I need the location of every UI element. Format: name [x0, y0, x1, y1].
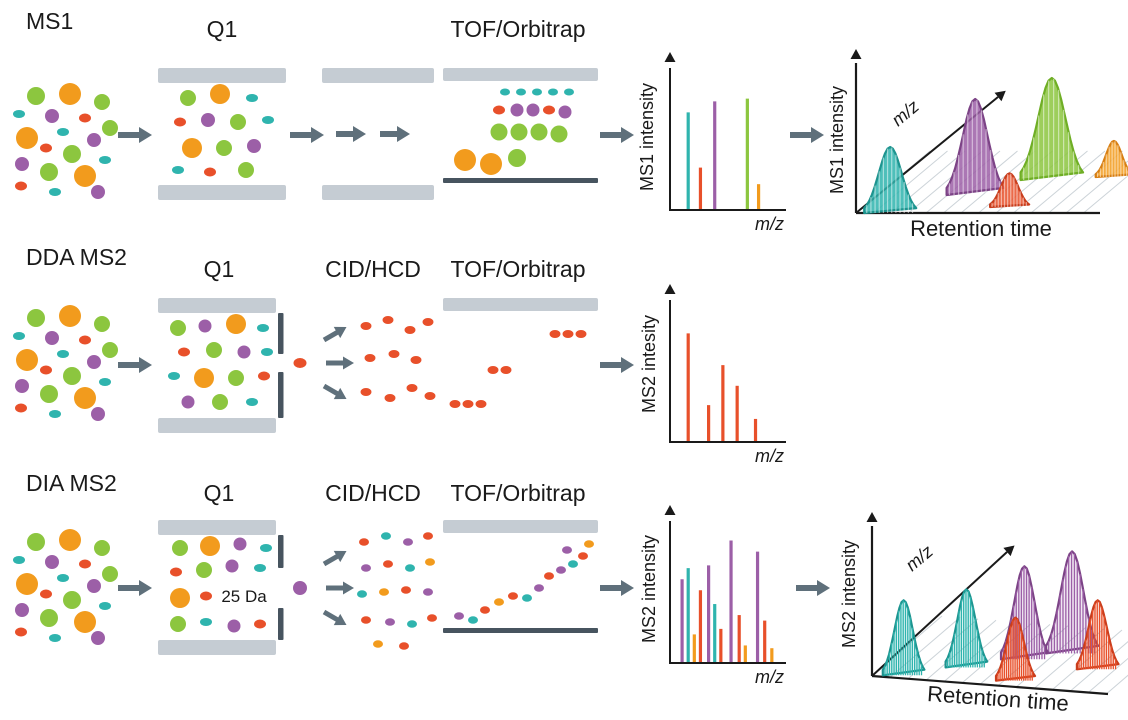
dda-analyzer-label: TOF/Orbitrap	[450, 256, 586, 282]
dia-3d-chromatogram-chart: m/z	[866, 512, 1128, 696]
flow-arrow-icon	[290, 127, 324, 143]
dda-tof-illustration	[443, 298, 598, 408]
ms1-ion-source-illustration	[13, 83, 118, 199]
dda-q1-label: Q1	[203, 256, 235, 282]
dia-tof-illustration	[443, 520, 598, 633]
ms1-3d-rt-label: Retention time	[910, 216, 1052, 241]
ms1-3d-chromatogram-chart: m/z	[850, 49, 1128, 215]
dia-ion-source-illustration	[13, 529, 118, 645]
dda-spectrum-xlabel: m/z	[755, 446, 784, 466]
flow-arrow-icon	[118, 127, 152, 143]
dda-spectrum-chart	[664, 284, 786, 443]
ms1-analyzer-label: TOF/Orbitrap	[450, 16, 586, 42]
ms1-spectrum-chart	[664, 52, 786, 211]
dia-spectrum-chart	[664, 505, 786, 664]
flow-arrow-icon	[600, 127, 634, 143]
dia-3d-ylabel: MS2 intensity	[839, 539, 859, 649]
dia-q1-label: Q1	[203, 480, 235, 506]
flow-arrow-icon	[790, 127, 824, 143]
flow-arrow-icon	[118, 580, 152, 596]
dda-frag-label: CID/HCD	[325, 256, 421, 282]
dda-fragmentation-illustration	[322, 316, 436, 402]
dda-row-title: DDA MS2	[26, 244, 127, 270]
ms1-quadrupole-illustration	[158, 68, 286, 200]
dia-3d-mz-label: m/z	[902, 541, 937, 575]
ms1-tof-illustration	[443, 68, 598, 183]
ms1-3d-ylabel: MS1 intensity	[827, 85, 847, 195]
dda-ion-source-illustration	[13, 305, 118, 421]
dia-spectrum-ylabel: MS2 intensity	[639, 534, 659, 644]
ms1-row-title: MS1	[26, 8, 74, 34]
flow-arrow-icon	[796, 580, 830, 596]
flow-arrow-icon	[600, 580, 634, 596]
ms1-transfer-cell-illustration	[322, 68, 434, 200]
dia-spectrum-xlabel: m/z	[755, 667, 784, 687]
dia-analyzer-label: TOF/Orbitrap	[450, 480, 586, 506]
isolation-window-label: 25 Da	[221, 587, 267, 606]
flow-arrow-icon	[118, 357, 152, 373]
ms1-q1-label: Q1	[206, 16, 238, 42]
dia-quadrupole-illustration: 25 Da	[158, 520, 307, 655]
flow-arrow-icon	[600, 357, 634, 373]
dda-spectrum-ylabel: MS2 intesity	[639, 314, 659, 414]
dia-fragmentation-illustration	[322, 532, 437, 650]
dda-quadrupole-illustration	[158, 298, 307, 433]
ms1-spectrum-xlabel: m/z	[755, 214, 784, 234]
dia-row-title: DIA MS2	[26, 470, 117, 496]
ms1-spectrum-ylabel: MS1 intensity	[637, 82, 657, 192]
ms1-3d-mz-label: m/z	[888, 96, 923, 130]
dia-frag-label: CID/HCD	[325, 480, 421, 506]
